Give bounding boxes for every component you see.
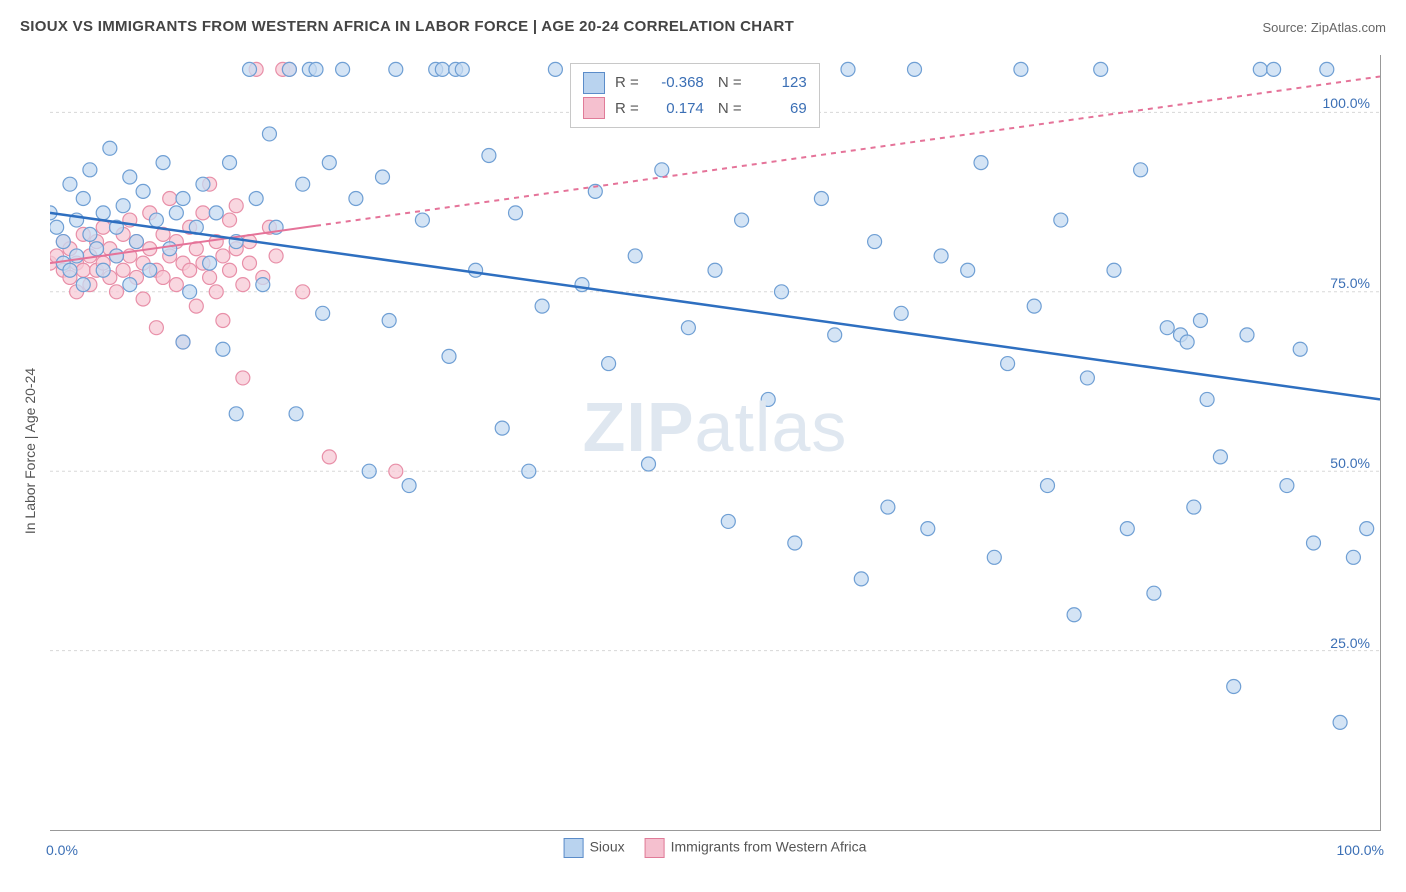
- source-attribution: Source: ZipAtlas.com: [1262, 20, 1386, 35]
- y-axis-label: In Labor Force | Age 20-24: [22, 367, 38, 533]
- legend-main: Sioux Immigrants from Western Africa: [564, 838, 867, 858]
- legend-item-wafrica: Immigrants from Western Africa: [645, 838, 867, 858]
- stats-swatch-sioux: [583, 72, 605, 94]
- stats-legend-box: R =-0.368 N =123 R =0.174 N =69: [570, 63, 820, 128]
- stats-row-sioux: R =-0.368 N =123: [583, 70, 807, 96]
- legend-item-sioux: Sioux: [564, 838, 625, 858]
- stats-swatch-wafrica: [583, 97, 605, 119]
- legend-swatch-wafrica: [645, 838, 665, 858]
- xtick-0: 0.0%: [46, 842, 78, 858]
- stats-row-wafrica: R =0.174 N =69: [583, 96, 807, 122]
- ytick-25: 25.0%: [1330, 635, 1370, 651]
- ytick-75: 75.0%: [1330, 275, 1370, 291]
- chart-svg: [50, 55, 1380, 830]
- plot-area: In Labor Force | Age 20-24 ZIPatlas R =-…: [50, 55, 1381, 831]
- legend-swatch-sioux: [564, 838, 584, 858]
- ytick-50: 50.0%: [1330, 455, 1370, 471]
- ytick-100: 100.0%: [1323, 95, 1370, 111]
- xtick-100: 100.0%: [1337, 842, 1384, 858]
- chart-title: SIOUX VS IMMIGRANTS FROM WESTERN AFRICA …: [20, 18, 794, 35]
